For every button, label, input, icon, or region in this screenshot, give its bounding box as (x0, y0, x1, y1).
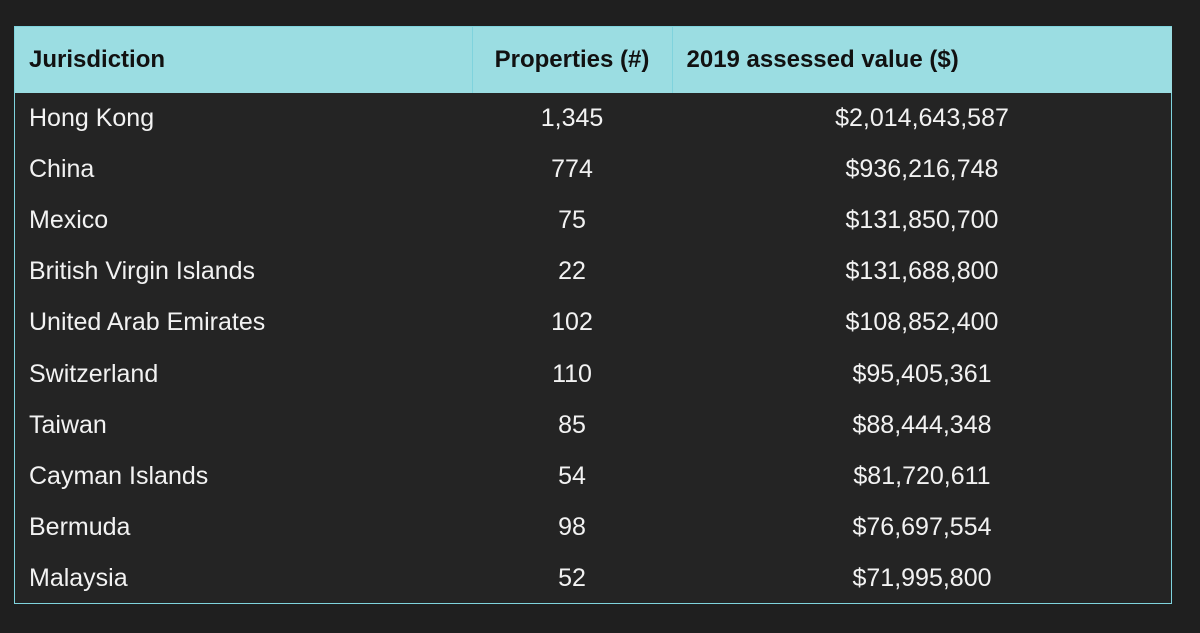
table-row: Cayman Islands 54 $81,720,611 (15, 451, 1172, 502)
cell-assessed-value: $131,688,800 (845, 257, 999, 286)
cell-jurisdiction: Hong Kong (29, 104, 155, 133)
table-row: Bermuda 98 $76,697,554 (15, 502, 1172, 553)
cell-assessed-value: $76,697,554 (852, 512, 992, 541)
cell-assessed-value: $936,216,748 (845, 155, 999, 184)
cell-jurisdiction: Cayman Islands (29, 461, 209, 490)
cell-jurisdiction: Taiwan (29, 410, 107, 439)
cell-assessed-value: $95,405,361 (852, 359, 992, 388)
jurisdiction-table: Jurisdiction Properties (#) 2019 assesse… (15, 27, 1172, 604)
cell-jurisdiction: Mexico (29, 206, 109, 235)
cell-properties: 98 (558, 512, 586, 541)
table-body: Hong Kong 1,345 $2,014,643,587 China 774 $936… (15, 93, 1172, 604)
cell-assessed-value: $131,850,700 (845, 206, 999, 235)
cell-assessed-value: $2,014,643,587 (835, 104, 1009, 133)
cell-properties: 22 (558, 257, 586, 286)
table-row: Mexico 75 $131,850,700 (15, 195, 1172, 246)
cell-jurisdiction: China (29, 155, 95, 184)
cell-properties: 85 (558, 410, 586, 439)
table-row: China 774 $936,216,748 (15, 144, 1172, 195)
cell-properties: 75 (558, 206, 586, 235)
table-row: Taiwan 85 $88,444,348 (15, 400, 1172, 451)
cell-properties: 54 (558, 461, 586, 490)
cell-assessed-value: $108,852,400 (845, 308, 999, 337)
cell-jurisdiction: United Arab Emirates (29, 308, 266, 337)
header-jurisdiction: Jurisdiction (15, 27, 473, 93)
table-header: Jurisdiction Properties (#) 2019 assesse… (15, 27, 1172, 93)
cell-assessed-value: $81,720,611 (853, 461, 991, 490)
cell-properties: 102 (551, 308, 593, 337)
data-table-container: Jurisdiction Properties (#) 2019 assesse… (14, 26, 1172, 604)
cell-properties: 52 (558, 563, 586, 592)
cell-jurisdiction: British Virgin Islands (29, 257, 256, 286)
cell-assessed-value: $71,995,800 (852, 563, 992, 592)
table-row: Hong Kong 1,345 $2,014,643,587 (15, 93, 1172, 144)
header-assessed-value: 2019 assessed value ($) (672, 27, 1172, 93)
cell-jurisdiction: Bermuda (29, 512, 131, 541)
cell-jurisdiction: Switzerland (29, 359, 159, 388)
header-properties: Properties (#) (472, 27, 673, 93)
cell-properties: 774 (551, 155, 593, 184)
header-row: Jurisdiction Properties (#) 2019 assesse… (15, 27, 1172, 93)
table-row: Malaysia 52 $71,995,800 (15, 553, 1172, 604)
table-row: British Virgin Islands 22 $131,688,800 (15, 246, 1172, 297)
cell-jurisdiction: Malaysia (29, 563, 128, 592)
cell-properties: 1,345 (540, 104, 604, 133)
table-row: Switzerland 110 $95,405,361 (15, 348, 1172, 399)
cell-properties: 110 (552, 359, 592, 388)
cell-assessed-value: $88,444,348 (852, 410, 992, 439)
table-row: United Arab Emirates 102 $108,852,400 (15, 297, 1172, 348)
